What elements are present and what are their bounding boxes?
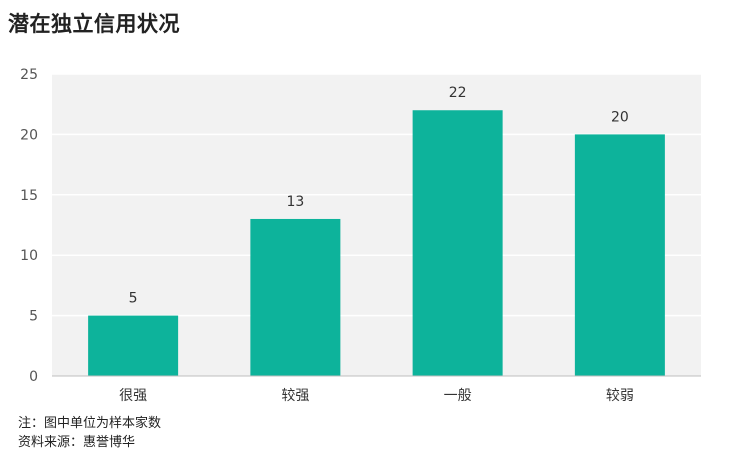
data-label: 20 — [611, 109, 629, 125]
chart-note: 注：图中单位为样本家数 — [18, 416, 162, 431]
bar — [88, 315, 179, 376]
y-tick-label: 20 — [20, 127, 38, 143]
y-tick-label: 15 — [20, 188, 38, 204]
x-tick-label: 较强 — [281, 388, 309, 404]
data-label: 13 — [286, 194, 304, 210]
y-tick-label: 10 — [20, 248, 38, 264]
y-tick-label: 25 — [20, 67, 38, 83]
y-tick-label: 0 — [29, 369, 38, 385]
chart-title: 潜在独立信用状况 — [8, 11, 180, 36]
data-label: 5 — [129, 291, 138, 307]
data-label: 22 — [449, 85, 467, 101]
x-tick-label: 较弱 — [606, 388, 634, 404]
y-tick-label: 5 — [29, 309, 38, 325]
x-tick-label: 很强 — [119, 388, 147, 404]
bar — [412, 110, 503, 377]
x-tick-label: 一般 — [444, 388, 472, 404]
chart-source: 资料来源：惠誉博华 — [18, 435, 136, 450]
bar — [574, 134, 665, 376]
bar — [250, 218, 341, 376]
